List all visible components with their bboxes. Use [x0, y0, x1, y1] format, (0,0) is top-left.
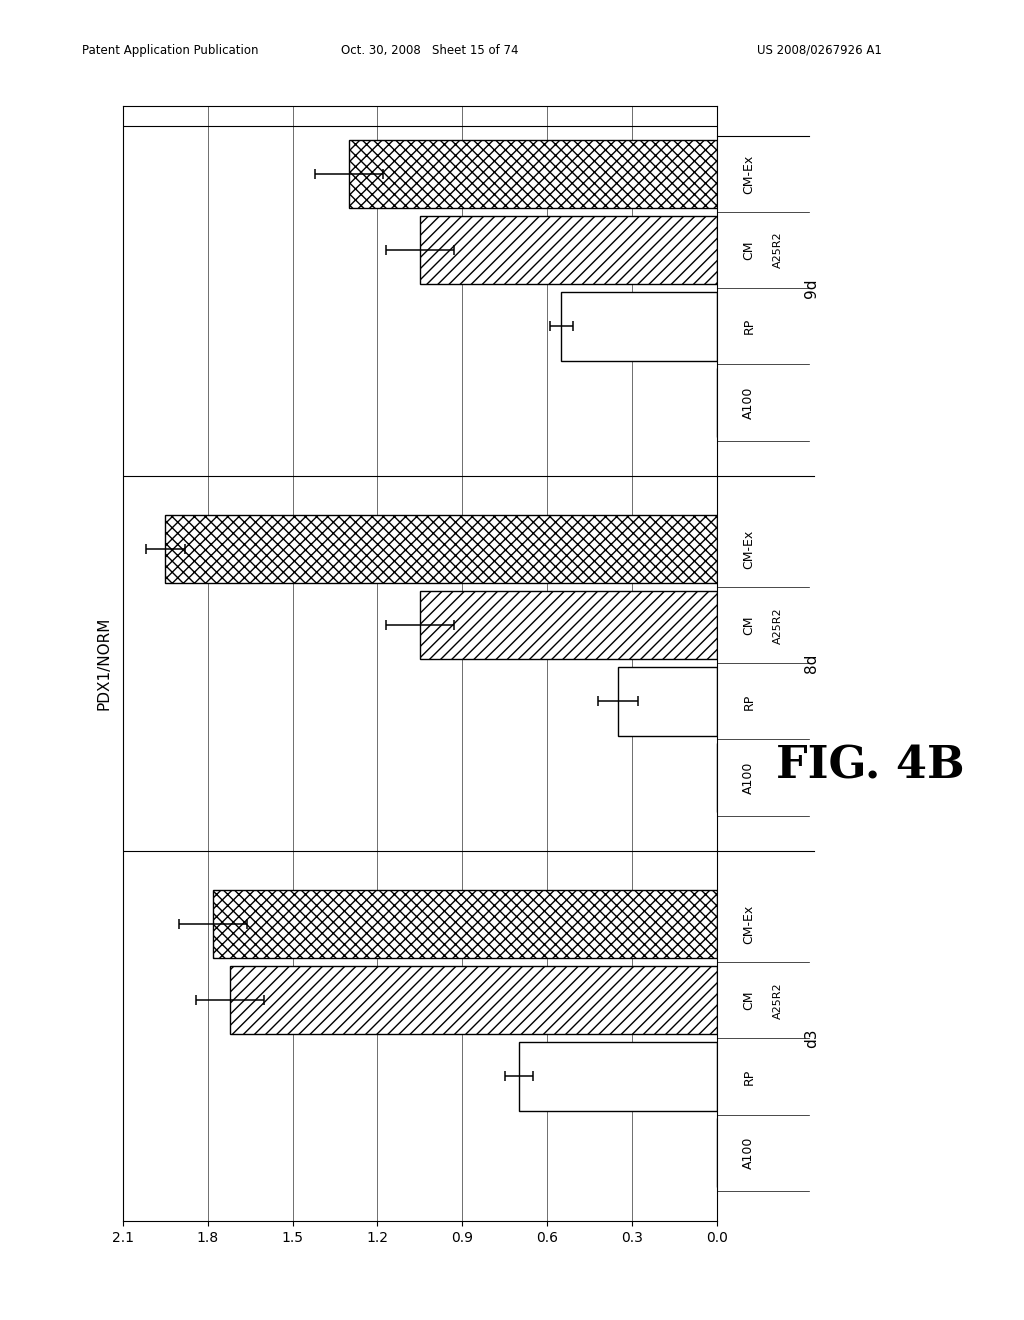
- Text: A100: A100: [742, 387, 756, 418]
- Bar: [617, 667, 717, 735]
- Text: d3: d3: [804, 1028, 819, 1048]
- Text: A25R2: A25R2: [773, 607, 783, 644]
- Bar: [349, 140, 717, 209]
- Text: Patent Application Publication: Patent Application Publication: [82, 44, 258, 57]
- Text: RP: RP: [742, 1068, 756, 1085]
- Text: US 2008/0267926 A1: US 2008/0267926 A1: [757, 44, 882, 57]
- Bar: [165, 515, 717, 583]
- Text: RP: RP: [742, 318, 756, 334]
- Bar: [230, 966, 717, 1035]
- Bar: [519, 1043, 717, 1110]
- Bar: [420, 591, 717, 660]
- Bar: [420, 216, 717, 284]
- Text: A100: A100: [742, 762, 756, 793]
- Text: CM-Ex: CM-Ex: [742, 154, 756, 194]
- Bar: [213, 890, 717, 958]
- Text: FIG. 4B: FIG. 4B: [776, 744, 965, 787]
- Text: CM: CM: [742, 615, 756, 635]
- Text: A100: A100: [742, 1137, 756, 1168]
- Text: RP: RP: [742, 693, 756, 710]
- Text: 9d: 9d: [804, 279, 819, 298]
- Text: 8d: 8d: [804, 653, 819, 673]
- Text: A25R2: A25R2: [773, 232, 783, 268]
- Text: CM-Ex: CM-Ex: [742, 529, 756, 569]
- Bar: [561, 292, 717, 360]
- Text: Oct. 30, 2008   Sheet 15 of 74: Oct. 30, 2008 Sheet 15 of 74: [341, 44, 519, 57]
- Text: A25R2: A25R2: [773, 982, 783, 1019]
- Text: CM: CM: [742, 240, 756, 260]
- Text: CM-Ex: CM-Ex: [742, 904, 756, 944]
- Text: CM: CM: [742, 990, 756, 1010]
- Y-axis label: PDX1/NORM: PDX1/NORM: [97, 616, 112, 710]
